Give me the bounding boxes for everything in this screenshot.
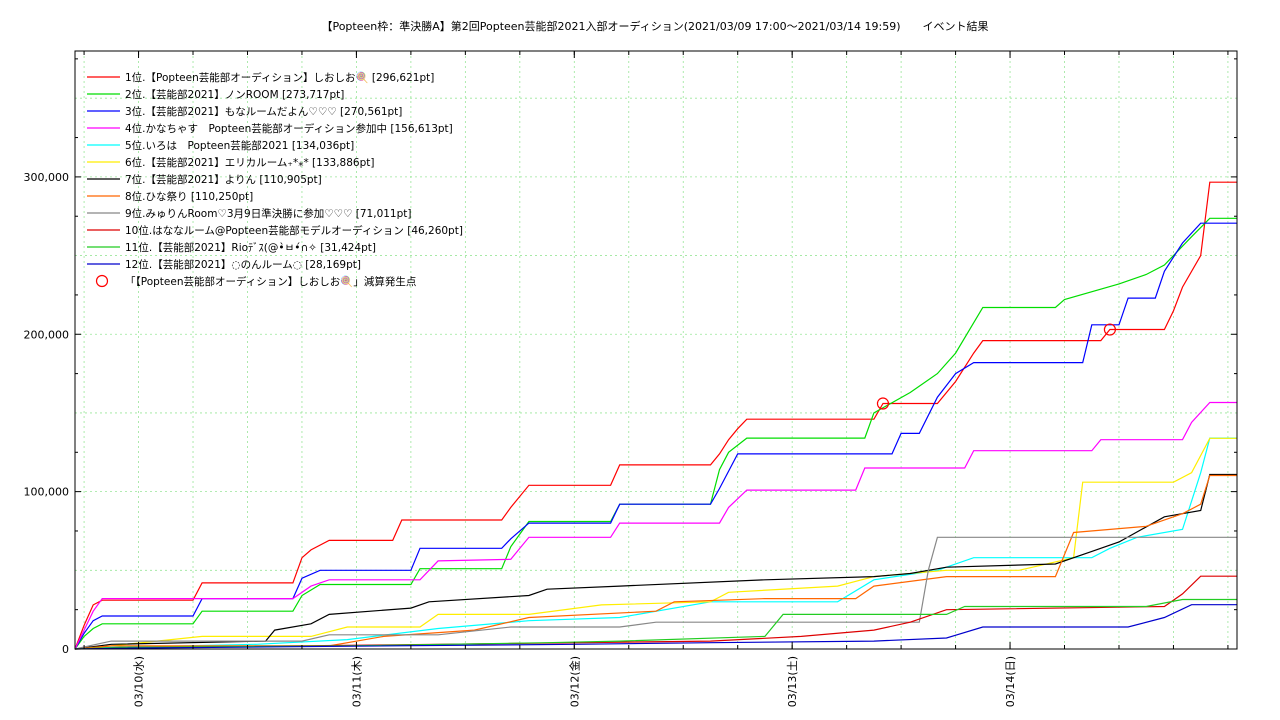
series-line-2 [74,217,1237,650]
legend-marker-label: 「【Popteen芸能部オーディション】しおしお🍭」減算発生点 [125,274,416,288]
y-tick-label: 0 [62,643,69,656]
x-tick-label: 03/14(日) [1004,656,1017,707]
series-line-1 [74,181,1237,650]
x-tick-label: 03/10(水) [133,656,146,707]
series-line-10 [74,575,1237,650]
chart-title: 【Popteen枠：準決勝A】第2回Popteen芸能部2021入部オーディショ… [321,19,988,33]
legend-marker-swatch [95,274,109,288]
legend-label-6: 6位.【芸能部2021】エリカルーム₊*⁎* [133,886pt] [125,156,374,169]
y-tick-label: 200,000 [24,328,70,341]
x-tick-label: 03/13(土) [786,656,799,707]
grid [75,51,1237,649]
plot-frame [74,50,1238,650]
series-lines [74,181,1237,650]
legend-label-11: 11位.【芸能部2021】Rioﾃﾞｽ(@•̀ㅂ•́∩✧ [31,424pt] [125,241,376,254]
legend: 1位.【Popteen芸能部オーディション】しおしお🍭 [296,621pt] 2… [87,70,463,288]
legend-label-8: 8位.ひな祭り [110,250pt] [125,190,253,203]
series-line-9 [74,536,1237,650]
legend-label-9: 9位.みゅりんRoom♡3月9日準決勝に参加♡♡♡ [71,011pt] [125,207,411,220]
legend-label-3: 3位.【芸能部2021】もなルームだよん♡♡♡ [270,561pt] [125,105,402,118]
legend-label-5: 5位.いろは Popteen芸能部2021 [134,036pt] [125,139,354,152]
axes: 0 100,000 200,000 300,000 03/10(水) 03/11(木) 03… [24,51,1237,707]
x-tick-label: 03/11(木) [350,656,363,707]
x-tick-label: 03/12(金) [567,656,581,707]
series-line-5 [74,437,1237,650]
legend-label-4: 4位.かなちゃす Popteen芸能部オーディション参加中 [156,613pt… [125,122,453,135]
series-line-12 [74,604,1237,650]
legend-label-1: 1位.【Popteen芸能部オーディション】しおしお🍭 [296,621pt] [125,70,434,84]
y-tick-label: 300,000 [24,171,70,184]
series-line-7 [74,473,1237,650]
legend-label-2: 2位.【芸能部2021】ノンROOM [273,717pt] [125,88,344,101]
legend-label-10: 10位.はななルーム@Popteen芸能部モデルオーディション [46,260p… [125,224,463,237]
legend-label-12: 12位.【芸能部2021】◌のんルーム◌ [28,169pt] [125,258,361,271]
series-line-4 [74,401,1237,650]
annotation-markers [876,323,1117,410]
series-line-6 [74,437,1237,650]
legend-label-7: 7位.【芸能部2021】よりん [110,905pt] [125,173,322,186]
series-line-8 [74,474,1237,650]
deduction-marker-1 [876,397,890,410]
y-tick-label: 100,000 [24,486,70,499]
deduction-marker-2 [1103,323,1117,336]
